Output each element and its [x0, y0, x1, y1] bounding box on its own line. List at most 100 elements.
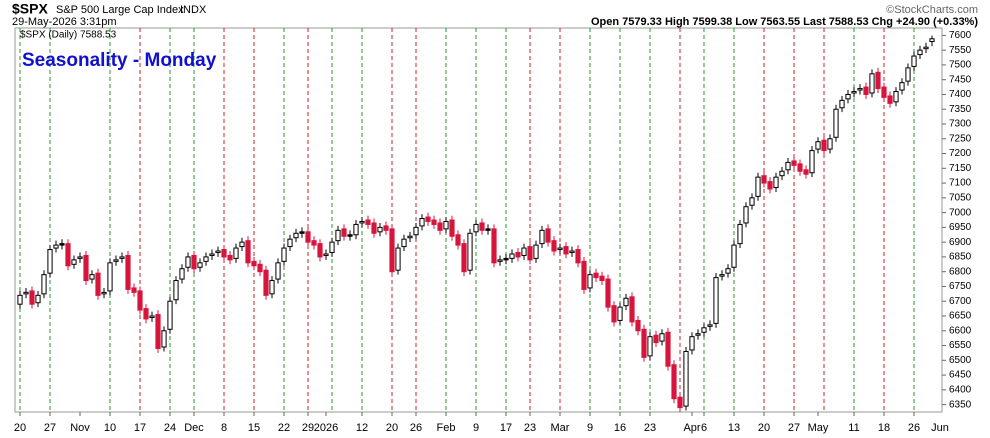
candle-body — [911, 55, 917, 67]
candle-body — [449, 219, 455, 237]
candle-body — [671, 364, 677, 400]
candle-body — [851, 91, 857, 94]
candle-body — [653, 334, 659, 344]
candle-body — [41, 274, 47, 295]
candle-body — [77, 256, 83, 259]
candle-body — [161, 330, 167, 348]
candle-body — [359, 220, 365, 224]
candle-body — [701, 327, 707, 333]
candle-body — [761, 175, 767, 184]
candle-body — [647, 336, 653, 357]
x-tick-label: 29 — [302, 422, 314, 434]
candle-body — [485, 228, 491, 231]
candle-body — [467, 232, 473, 271]
candle-body — [491, 228, 497, 264]
candle-body — [569, 250, 575, 253]
candle-body — [389, 228, 395, 273]
candle-body — [635, 319, 641, 332]
candle-body — [143, 308, 149, 320]
candle-body — [833, 108, 839, 138]
x-tick-label: 20 — [386, 422, 398, 434]
candle-body — [347, 234, 353, 237]
candle-body — [299, 231, 305, 234]
candle-body — [689, 336, 695, 351]
y-tick-label: 7350 — [949, 104, 972, 115]
candle-body — [509, 253, 515, 259]
candle-body — [407, 235, 413, 239]
x-tick-label: 11 — [848, 422, 859, 434]
candle-body — [923, 46, 929, 50]
candle-body — [47, 249, 53, 274]
candle-body — [611, 305, 617, 323]
candle-body — [263, 269, 269, 296]
candle-body — [719, 274, 725, 277]
x-tick-label: 10 — [104, 422, 116, 434]
candle-body — [755, 176, 761, 197]
x-tick-label: 26 — [908, 422, 920, 434]
candle-body — [257, 263, 263, 273]
x-tick-label: May — [808, 422, 829, 434]
candle-body — [629, 296, 635, 323]
candle-body — [557, 247, 563, 251]
quote: Open 7579.33 High 7599.38 Low 7563.55 La… — [591, 16, 978, 28]
x-tick-label: Feb — [437, 422, 456, 434]
x-tick-label: Dec — [184, 422, 204, 434]
y-tick-label: 7300 — [949, 119, 972, 130]
candle-body — [131, 287, 137, 293]
candle-body — [239, 241, 245, 248]
candle-body — [125, 254, 131, 290]
x-tick-label: 17 — [500, 422, 512, 434]
candle-body — [431, 219, 437, 225]
candle-body — [203, 256, 209, 262]
security-name: S&P 500 Large Cap Index — [56, 4, 184, 16]
candle-body — [773, 176, 779, 189]
candle-body — [737, 223, 743, 245]
candle-body — [215, 250, 221, 253]
candle-body — [551, 240, 557, 252]
candle-body — [917, 49, 923, 56]
y-tick-label: 6850 — [949, 252, 972, 263]
candle-body — [35, 294, 41, 304]
candle-body — [809, 150, 815, 174]
candle-body — [233, 247, 239, 259]
y-tick-label: 7450 — [949, 74, 972, 85]
candle-body — [875, 71, 881, 90]
candle-body — [533, 244, 539, 259]
source: ©StockCharts.com — [886, 4, 978, 16]
y-tick-label: 6750 — [949, 281, 972, 292]
candle-body — [173, 280, 179, 301]
y-tick-label: 7200 — [949, 148, 972, 159]
candle-body — [227, 254, 233, 261]
x-tick-label: 17 — [134, 422, 146, 434]
candle-body — [155, 314, 161, 349]
candle-body — [413, 226, 419, 236]
x-tick-label: 26 — [410, 422, 422, 434]
candle-body — [815, 141, 821, 150]
x-tick-label: 20 — [14, 422, 26, 434]
candle-body — [677, 396, 683, 409]
candle-body — [275, 262, 281, 280]
candle-body — [521, 247, 527, 256]
candle-body — [497, 259, 503, 262]
candle-body — [575, 249, 581, 264]
candle-body — [251, 260, 257, 267]
candle-body — [599, 275, 605, 282]
candle-body — [581, 260, 587, 290]
y-tick-label: 6950 — [949, 222, 972, 233]
y-tick-label: 6900 — [949, 237, 972, 248]
candle-body — [425, 216, 431, 222]
candle-body — [113, 259, 119, 262]
candle-body — [527, 246, 533, 261]
candle-body — [245, 240, 251, 264]
candle-body — [383, 225, 389, 231]
legend: $SPX (Daily) 7588.53 — [20, 30, 117, 41]
x-tick-label: 20 — [758, 422, 770, 434]
candle-body — [59, 243, 65, 246]
candle-body — [71, 259, 77, 265]
candle-body — [707, 324, 713, 327]
y-tick-label: 6650 — [949, 311, 972, 322]
y-tick-label: 6800 — [949, 266, 972, 277]
candle-body — [839, 99, 845, 109]
candle-body — [281, 247, 287, 262]
